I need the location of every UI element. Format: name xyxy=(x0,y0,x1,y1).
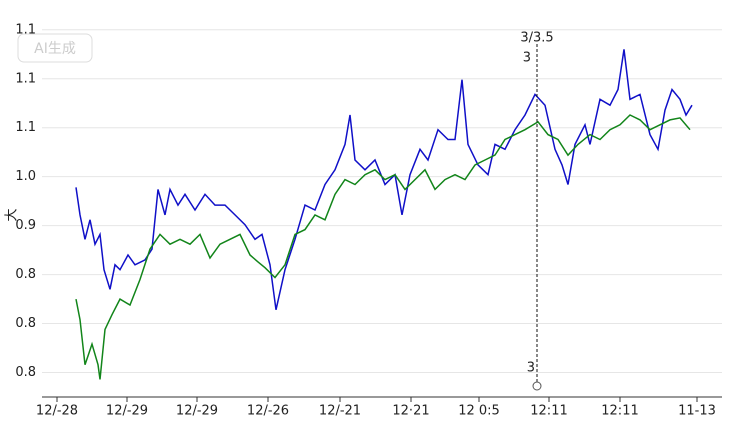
x-tick-label: 12/-21 xyxy=(319,404,361,419)
series-line xyxy=(75,114,691,380)
watermark: AI生成 xyxy=(34,41,76,57)
marker-label: 3/3.5 xyxy=(520,31,553,46)
x-tick-label: 11-13 xyxy=(678,404,716,419)
x-tick-label: 12 0:5 xyxy=(458,404,500,419)
x-tick-label: 12:11 xyxy=(601,404,638,419)
y-axis-label: 大 xyxy=(5,208,20,221)
x-tick-label: 12/-29 xyxy=(176,404,218,419)
x-tick-label: 12/-28 xyxy=(36,404,78,419)
marker-handle xyxy=(532,381,542,391)
y-tick-label: 1.1 xyxy=(15,120,36,135)
watermark-box xyxy=(17,33,93,63)
y-tick-label: 0.8 xyxy=(15,365,36,380)
x-tick-label: 12·21 xyxy=(392,404,429,419)
y-tick-label: 1.1 xyxy=(15,22,36,37)
y-tick-label: 0.9 xyxy=(15,218,36,233)
series-line xyxy=(75,49,693,310)
x-tick-label: 12/-29 xyxy=(106,404,148,419)
marker-label: 3 xyxy=(523,51,531,66)
y-tick-label: 0.8 xyxy=(15,267,36,282)
y-tick-label: 1.0 xyxy=(15,169,36,184)
marker-label: 3 xyxy=(527,361,535,376)
x-tick-label: 12:11 xyxy=(530,404,567,419)
x-tick-label: 12/-26 xyxy=(247,404,289,419)
y-tick-label: 0.8 xyxy=(15,316,36,331)
y-tick-label: 1.1 xyxy=(15,71,36,86)
